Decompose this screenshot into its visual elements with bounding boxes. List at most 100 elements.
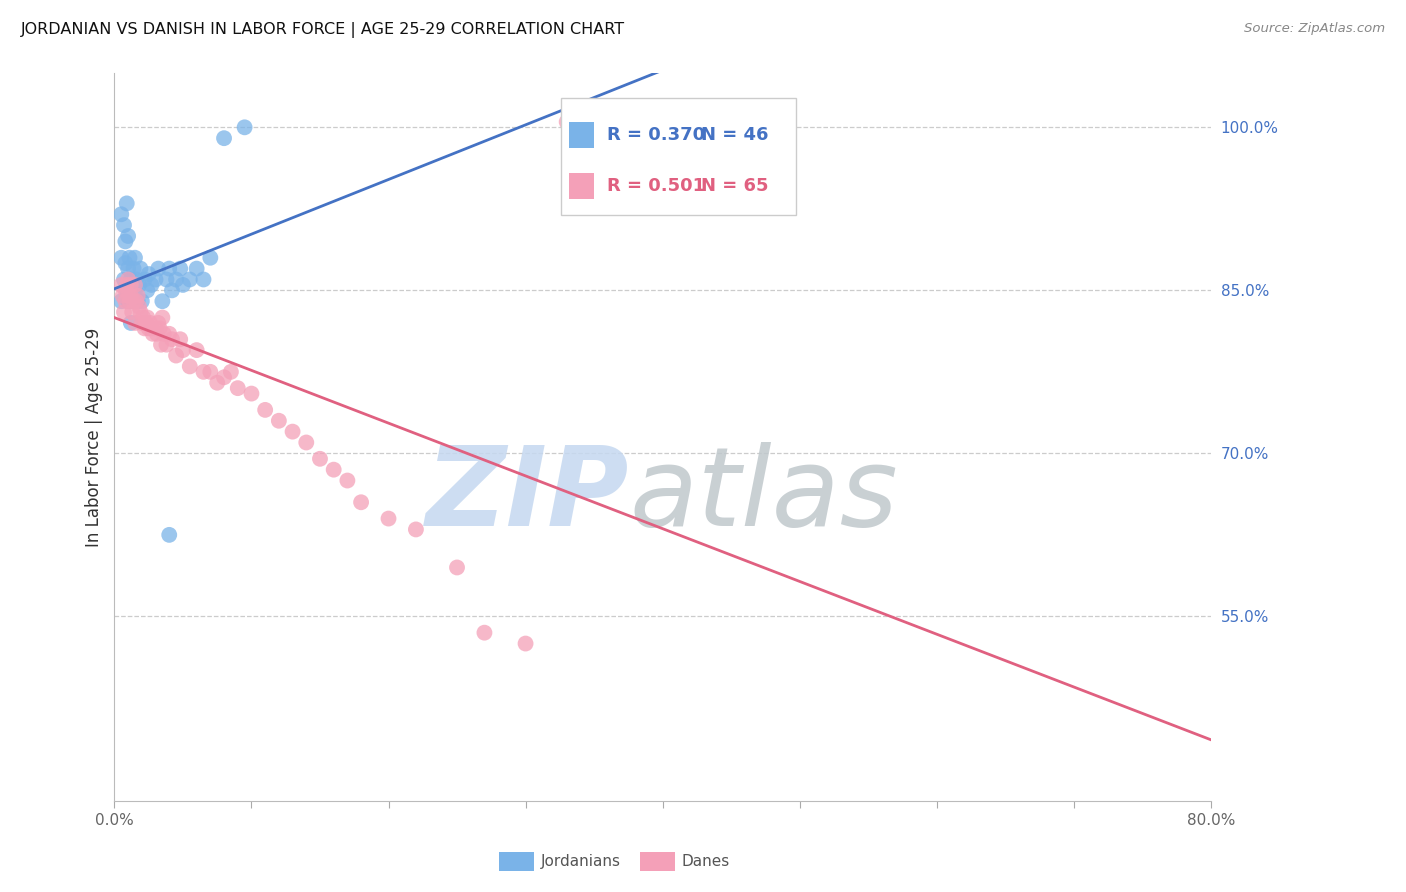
Point	[117, 294, 139, 309]
Point	[120, 277, 142, 292]
Point	[127, 289, 149, 303]
Point	[160, 283, 183, 297]
Text: Danes: Danes	[682, 855, 730, 869]
Point	[121, 305, 143, 319]
Text: atlas: atlas	[630, 442, 898, 549]
Point	[124, 251, 146, 265]
Point	[212, 131, 235, 145]
Point	[240, 386, 263, 401]
Point	[309, 451, 332, 466]
Point	[172, 277, 194, 292]
Point	[141, 321, 163, 335]
Point	[226, 381, 249, 395]
Point	[148, 261, 170, 276]
Point	[112, 218, 135, 232]
Point	[127, 294, 149, 309]
Point	[141, 277, 163, 292]
Point	[172, 343, 194, 358]
Point	[110, 251, 132, 265]
Text: N = 65: N = 65	[702, 177, 769, 194]
Point	[114, 235, 136, 249]
Point	[115, 283, 138, 297]
Point	[124, 316, 146, 330]
Point	[136, 283, 159, 297]
FancyBboxPatch shape	[569, 173, 593, 199]
Point	[112, 272, 135, 286]
Point	[124, 283, 146, 297]
Point	[150, 310, 173, 325]
Point	[138, 321, 160, 335]
Point	[134, 321, 156, 335]
Point	[125, 272, 148, 286]
Point	[145, 321, 167, 335]
Point	[131, 294, 153, 309]
Point	[150, 337, 173, 351]
Point	[377, 511, 399, 525]
FancyBboxPatch shape	[561, 98, 796, 215]
Point	[157, 261, 180, 276]
Point	[117, 272, 139, 286]
Point	[115, 277, 138, 292]
Point	[136, 310, 159, 325]
Point	[110, 294, 132, 309]
Point	[132, 310, 155, 325]
Text: JORDANIAN VS DANISH IN LABOR FORCE | AGE 25-29 CORRELATION CHART: JORDANIAN VS DANISH IN LABOR FORCE | AGE…	[21, 22, 626, 38]
Point	[219, 365, 242, 379]
Point	[405, 523, 427, 537]
Point	[322, 463, 344, 477]
Point	[124, 277, 146, 292]
Point	[152, 326, 174, 341]
Y-axis label: In Labor Force | Age 25-29: In Labor Force | Age 25-29	[86, 327, 103, 547]
Point	[112, 305, 135, 319]
Point	[179, 359, 201, 374]
Point	[155, 337, 177, 351]
FancyBboxPatch shape	[569, 122, 593, 148]
Text: ZIP: ZIP	[426, 442, 630, 549]
Point	[110, 277, 132, 292]
Point	[120, 272, 142, 286]
Point	[129, 261, 152, 276]
Point	[186, 261, 208, 276]
Point	[200, 365, 222, 379]
Point	[118, 294, 141, 309]
Point	[267, 414, 290, 428]
Text: R = 0.501: R = 0.501	[606, 177, 704, 194]
Point	[122, 294, 145, 309]
Point	[165, 272, 187, 286]
Point	[179, 272, 201, 286]
Point	[160, 332, 183, 346]
Point	[121, 277, 143, 292]
Point	[583, 153, 606, 167]
Point	[129, 305, 152, 319]
Point	[555, 115, 578, 129]
Text: N = 46: N = 46	[702, 126, 769, 144]
Point	[281, 425, 304, 439]
Point	[114, 256, 136, 270]
Point	[474, 625, 496, 640]
Point	[186, 343, 208, 358]
Point	[146, 326, 169, 341]
Point	[110, 207, 132, 221]
Point	[446, 560, 468, 574]
Point	[115, 196, 138, 211]
Point	[165, 349, 187, 363]
Point	[148, 316, 170, 330]
Point	[169, 261, 191, 276]
Point	[350, 495, 373, 509]
Point	[121, 294, 143, 309]
Point	[125, 294, 148, 309]
Point	[295, 435, 318, 450]
Point	[169, 332, 191, 346]
Point	[142, 326, 165, 341]
Point	[117, 289, 139, 303]
Point	[155, 272, 177, 286]
Point	[145, 272, 167, 286]
Point	[114, 283, 136, 297]
Point	[128, 300, 150, 314]
Point	[135, 316, 157, 330]
Point	[212, 370, 235, 384]
Point	[336, 474, 359, 488]
Point	[233, 120, 256, 135]
Point	[117, 261, 139, 276]
Text: Jordanians: Jordanians	[541, 855, 621, 869]
